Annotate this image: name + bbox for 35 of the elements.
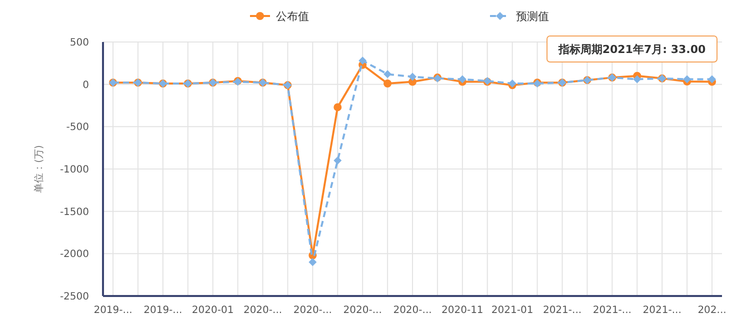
- x-tick-label: 2020-...: [393, 305, 432, 316]
- x-tick-label: 2021-...: [592, 305, 632, 316]
- x-tick-label: 2020-11: [442, 305, 484, 316]
- y-tick-label: -2000: [60, 249, 89, 260]
- point: [334, 156, 342, 165]
- x-tick-label: 2021-01: [491, 305, 534, 316]
- x-tick-label: 2019-...: [94, 305, 132, 316]
- x-tick-label: 2021-...: [542, 305, 582, 316]
- x-tick-label: 2020-01: [192, 305, 234, 316]
- y-axis-title: 单位：(万): [33, 145, 45, 193]
- annotation: 指标周期2021年7月: 33.00: [557, 42, 706, 56]
- legend-label: 公布值: [276, 10, 309, 23]
- y-tick-label: -1000: [60, 164, 89, 176]
- y-tick-label: -1500: [60, 206, 89, 218]
- y-tick-label: -2500: [60, 292, 89, 302]
- point: [458, 75, 466, 84]
- y-tick-label: 500: [70, 38, 89, 48]
- y-tick-label: -500: [66, 122, 89, 134]
- legend-label: 预测值: [516, 10, 549, 23]
- point: [308, 258, 317, 266]
- x-tick-label: 2020-...: [243, 305, 282, 316]
- point: [408, 72, 416, 81]
- point: [384, 79, 392, 88]
- x-tick-label: 2019-...: [144, 305, 182, 316]
- point: [683, 75, 692, 84]
- x-tick-label: 2020-...: [343, 305, 382, 316]
- x-tick-label: 202...: [698, 305, 726, 316]
- y-tick-label: 0: [82, 80, 89, 91]
- point: [334, 103, 342, 112]
- point: [384, 70, 392, 78]
- x-tick-label: 2021-...: [642, 305, 682, 316]
- x-tick-label: 2020-...: [293, 305, 332, 316]
- point: [708, 75, 716, 84]
- point: [358, 56, 367, 65]
- point: [633, 75, 642, 84]
